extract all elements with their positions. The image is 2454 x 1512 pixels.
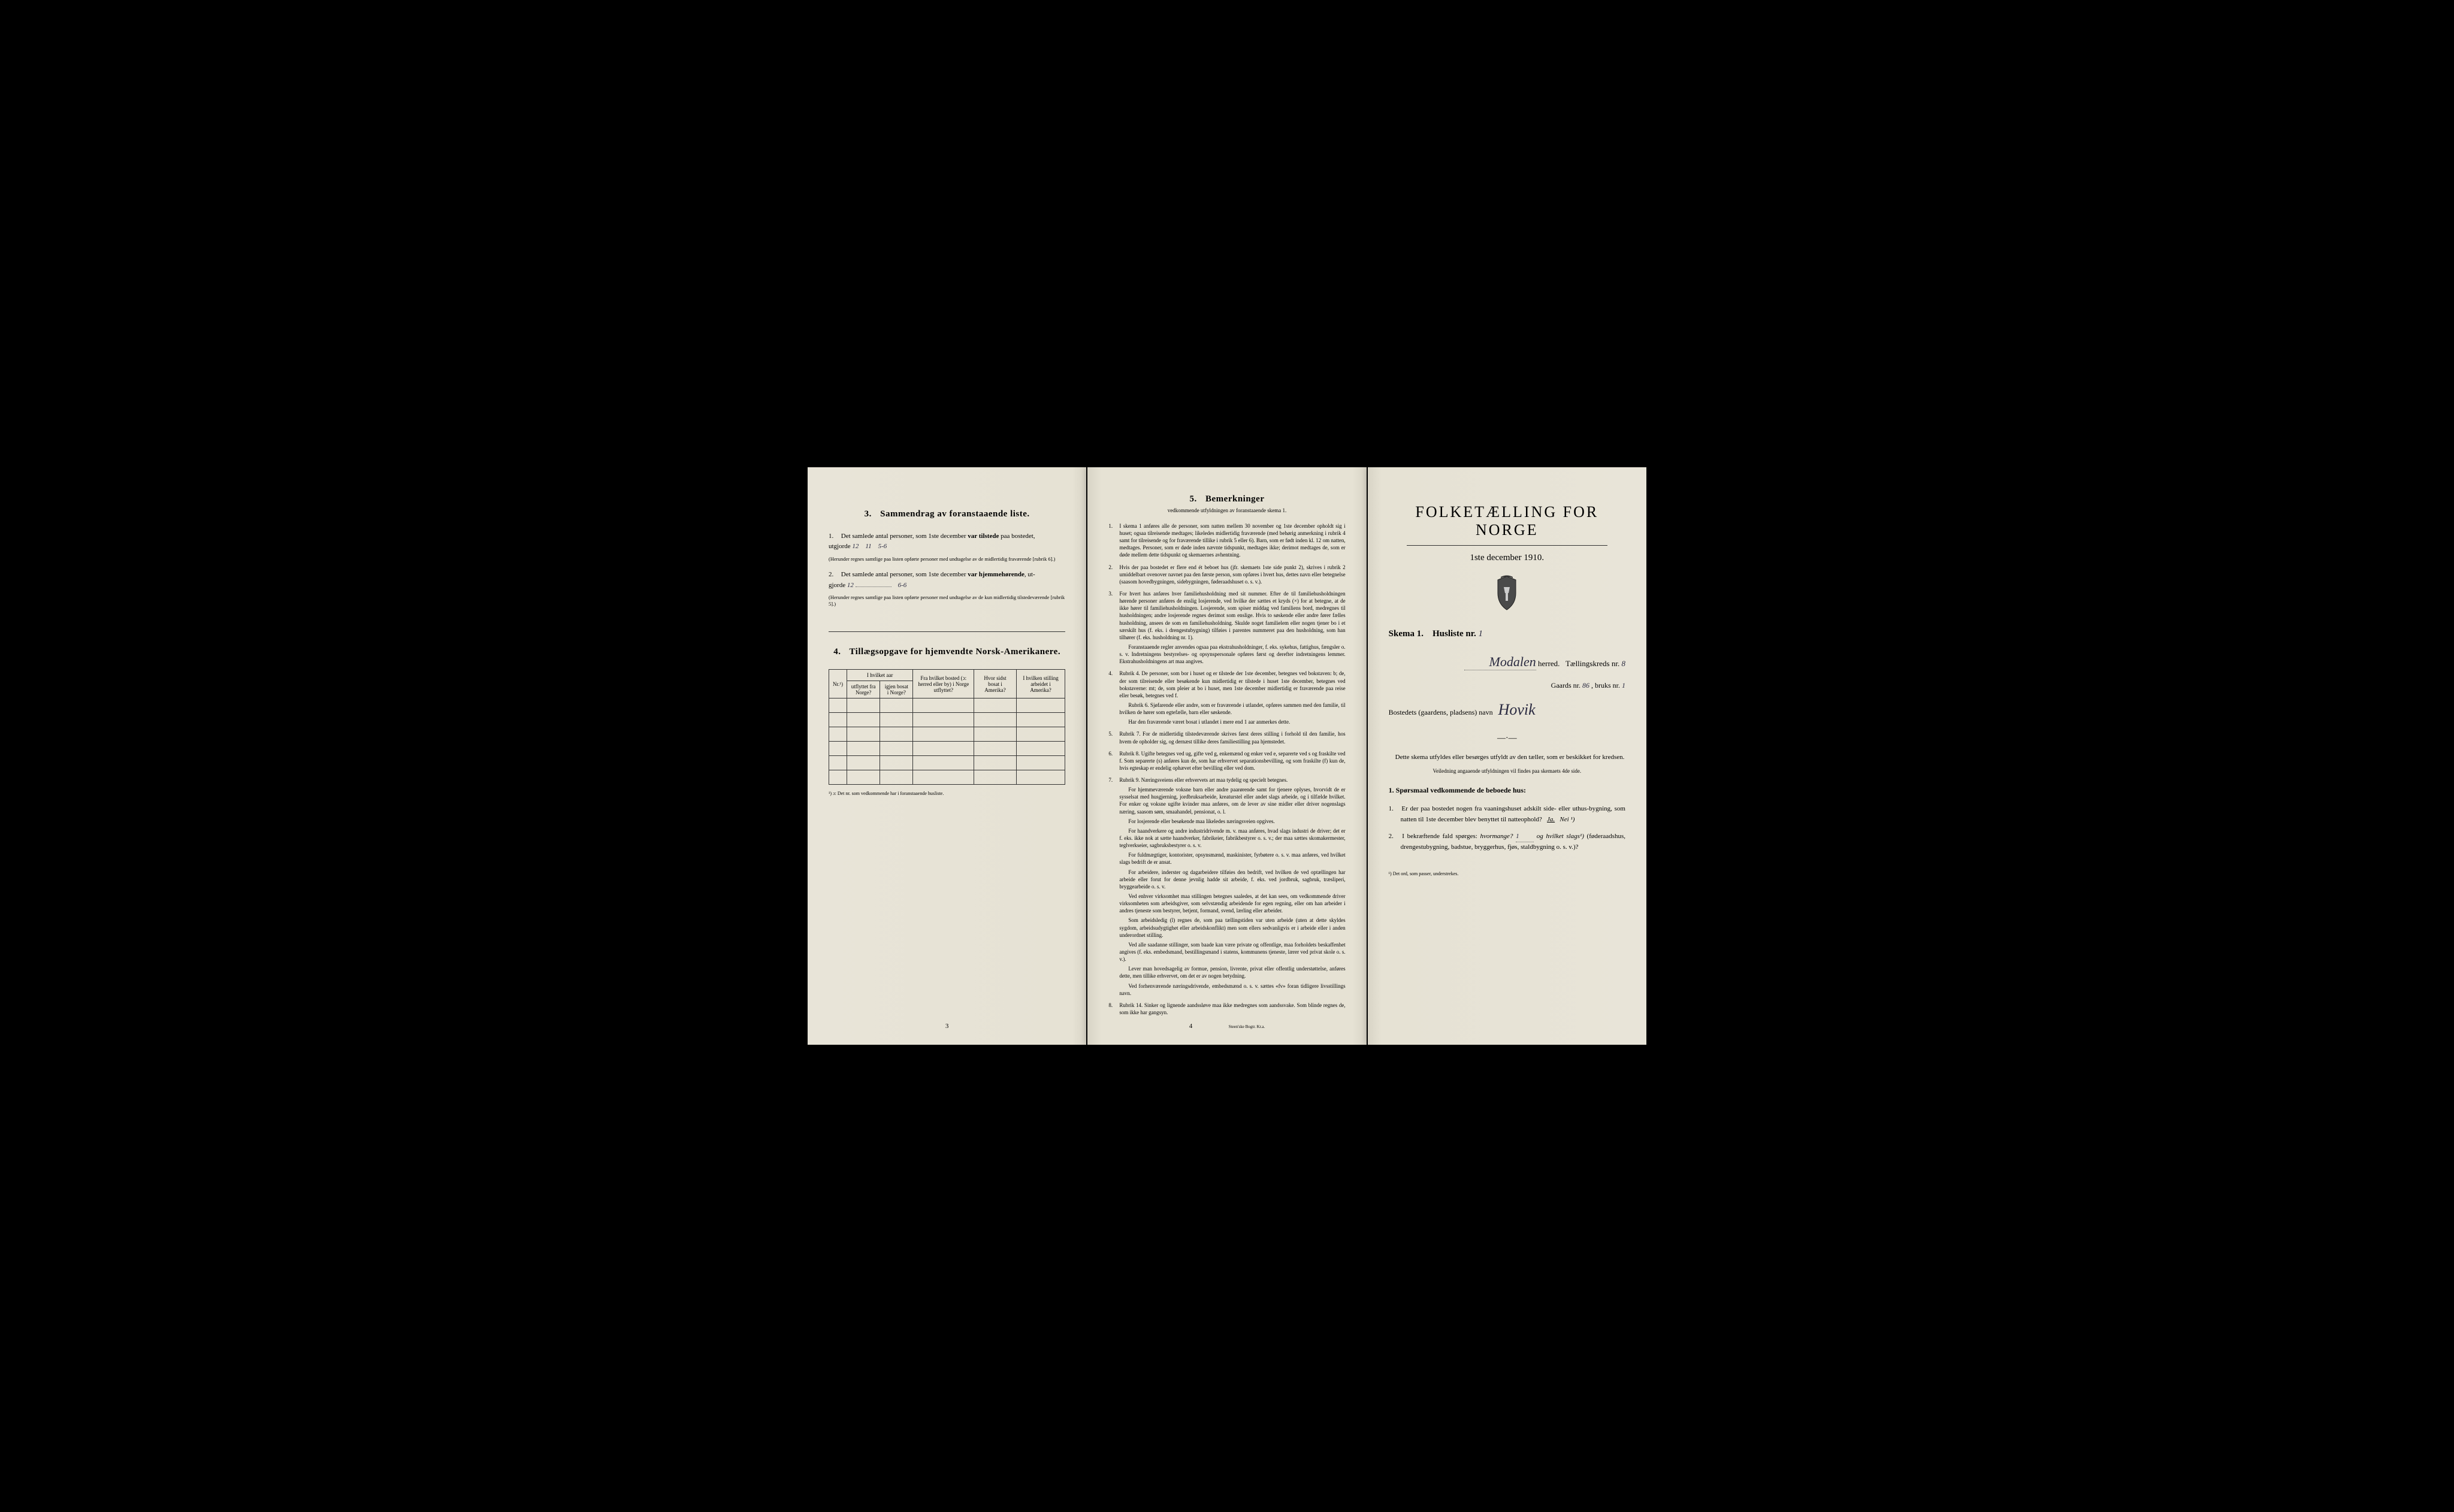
page-number-3: 3	[808, 1023, 1086, 1030]
hw-gaards-nr: 86	[1582, 681, 1589, 690]
hw-count-1b: 11	[865, 543, 871, 550]
hw-kreds-nr: 8	[1621, 659, 1625, 668]
table-footnote: ¹) ɔ: Det nr. som vedkommende har i fora…	[829, 791, 1065, 796]
rule-item: 8.Rubrik 14. Sinker og lignende aandsslø…	[1108, 1002, 1345, 1016]
th-bosted: Fra hvilket bosted (ɔ: herred eller by) …	[913, 670, 974, 698]
rule-item: 4.Rubrik 4. De personer, som bor i huset…	[1108, 670, 1345, 725]
rules-list: 1.I skema 1 anføres alle de personer, so…	[1108, 522, 1345, 1016]
page-3: 3. Sammendrag av foranstaaende liste. 1.…	[808, 467, 1086, 1045]
rule-item: 2.Hvis der paa bostedet er flere end ét …	[1108, 564, 1345, 585]
section-5-title: Bemerkninger	[1205, 494, 1264, 504]
table-row	[829, 713, 1065, 727]
amerikanere-table: Nr.¹) I hvilket aar Fra hvilket bosted (…	[829, 669, 1065, 785]
hw-count-2a: 12	[847, 582, 854, 589]
answer-nei: Nei ¹)	[1560, 816, 1574, 823]
table-row	[829, 727, 1065, 742]
gaards-line: Gaards nr. 86 , bruks nr. 1	[1389, 681, 1625, 690]
section-5-subtitle: vedkommende utfyldningen av foranstaaend…	[1108, 507, 1345, 513]
th-bosat: igjen bosat i Norge?	[880, 681, 913, 698]
item-2-note: (Herunder regnes samtlige paa listen opf…	[829, 594, 1065, 607]
right-footnote: ¹) Det ord, som passer, understrekes.	[1389, 871, 1625, 876]
bosted-line: Bostedets (gaardens, pladsens) navn Hovi…	[1389, 701, 1625, 719]
th-stilling: I hvilken stilling arbeidet i Amerika?	[1016, 670, 1065, 698]
answer-ja: Ja.	[1547, 816, 1555, 823]
hw-herred: Modalen	[1464, 654, 1536, 670]
section-5-header: 5. Bemerkninger	[1108, 494, 1345, 504]
hw-hvormange: 1	[1516, 833, 1519, 840]
page-4: 5. Bemerkninger vedkommende utfyldningen…	[1087, 467, 1366, 1045]
herred-line: Modalen herred. Tællingskreds nr. 8	[1389, 654, 1625, 670]
page-title-page: FOLKETÆLLING FOR NORGE 1ste december 191…	[1368, 467, 1646, 1045]
section-3-header: 3. Sammendrag av foranstaaende liste.	[829, 509, 1065, 519]
th-amerika: Hvor sidst bosat i Amerika?	[974, 670, 1017, 698]
rule-item: 5.Rubrik 7. For de midlertidig tilstedev…	[1108, 730, 1345, 745]
section-4-num: 4.	[833, 647, 841, 657]
item-1-note: (Herunder regnes samtlige paa listen opf…	[829, 556, 1065, 563]
printer-credit: Steen'ske Bogtr. Kr.a.	[1229, 1024, 1265, 1029]
section-3-title: Sammendrag av foranstaaende liste.	[880, 509, 1030, 519]
section-4-title: Tillægsopgave for hjemvendte Norsk-Ameri…	[849, 647, 1060, 657]
th-aar: I hvilket aar	[847, 670, 912, 681]
instruction-main: Dette skema utfyldes eller besørges utfy…	[1389, 752, 1625, 763]
questions-header: 1. Spørsmaal vedkommende de beboede hus:	[1389, 786, 1625, 795]
th-nr: Nr.¹)	[829, 670, 847, 698]
section-4-header: 4. Tillægsopgave for hjemvendte Norsk-Am…	[829, 631, 1065, 657]
table-row	[829, 770, 1065, 785]
question-2: 2. I bekræftende fald spørges: hvormange…	[1401, 831, 1625, 853]
hw-count-1a: 12	[852, 543, 859, 550]
rule-item: 1.I skema 1 anføres alle de personer, so…	[1108, 522, 1345, 559]
instruction-sub: Veiledning angaaende utfyldningen vil fi…	[1389, 768, 1625, 774]
page-number-4: 4 Steen'ske Bogtr. Kr.a.	[1087, 1023, 1366, 1030]
rule-item: 6.Rubrik 8. Ugifte betegnes ved ug, gift…	[1108, 750, 1345, 772]
hw-bosted-navn: Hovik	[1498, 701, 1536, 718]
item-2: 2. Det samlede antal personer, som 1ste …	[829, 570, 1065, 607]
hw-count-2b: 6-6	[898, 582, 907, 589]
rule-item: 3.For hvert hus anføres hver familiehush…	[1108, 590, 1345, 665]
table-row	[829, 698, 1065, 713]
hw-count-1c: 5-6	[878, 543, 887, 550]
table-row	[829, 756, 1065, 770]
section-3-num: 3.	[865, 509, 872, 519]
census-main-title: FOLKETÆLLING FOR NORGE	[1389, 503, 1625, 539]
hw-bruks-nr: 1	[1622, 681, 1625, 690]
coat-of-arms-icon	[1389, 575, 1625, 614]
divider-ornament: ―·―	[1389, 734, 1625, 743]
skema-line: Skema 1. Husliste nr. 1	[1389, 629, 1625, 639]
th-utflyttet: utflyttet fra Norge?	[847, 681, 880, 698]
item-1: 1. Det samlede antal personer, som 1ste …	[829, 531, 1065, 563]
rule-item: 7.Rubrik 9. Næringsveiens eller erhverve…	[1108, 776, 1345, 997]
section-5-num: 5.	[1190, 494, 1197, 504]
hw-husliste-nr: 1	[1479, 629, 1483, 639]
table-row	[829, 742, 1065, 756]
question-1: 1. Er der paa bostedet nogen fra vaaning…	[1401, 804, 1625, 825]
census-date: 1ste december 1910.	[1389, 553, 1625, 563]
